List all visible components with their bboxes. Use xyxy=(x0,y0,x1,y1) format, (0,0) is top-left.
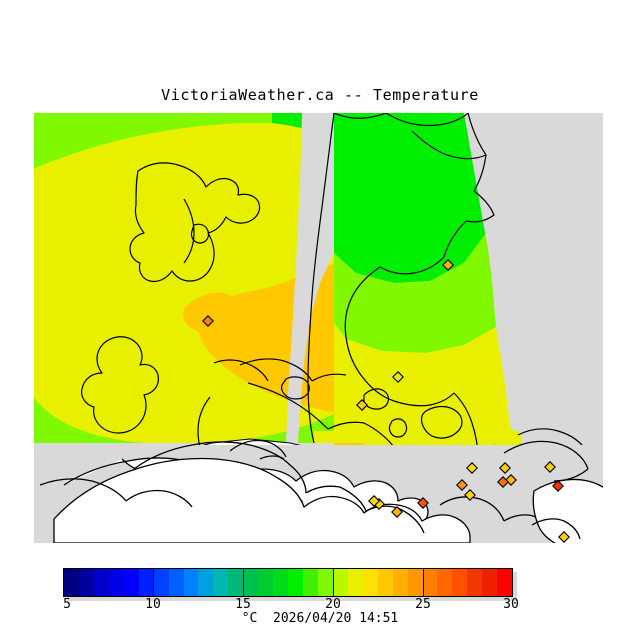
colorbar-swatch xyxy=(108,569,124,596)
colorbar-swatch xyxy=(213,569,229,596)
colorbar-swatch xyxy=(198,569,214,596)
colorbar-tick-label: 15 xyxy=(235,597,251,612)
colorbar-swatches xyxy=(63,568,513,597)
colorbar-caption: °C 2026/04/20 14:51 xyxy=(241,611,399,626)
bottom-landmass-group xyxy=(53,457,603,543)
colorbar-swatch xyxy=(153,569,169,596)
colorbar-swatch xyxy=(78,569,94,596)
bottom-landmass-2 xyxy=(53,457,471,543)
station-marker[interactable] xyxy=(544,461,556,473)
colorbar-swatch xyxy=(437,569,453,596)
bottom-landmass-3 xyxy=(532,478,603,543)
colorbar-swatch xyxy=(228,569,244,596)
colorbar-separator xyxy=(153,568,154,597)
colorbar-swatch xyxy=(497,569,513,596)
landmask-centre xyxy=(286,113,334,443)
station-marker[interactable] xyxy=(499,462,511,474)
colorbar-tick-labels: 5 10 15 20 25 30 xyxy=(0,597,640,613)
colorbar-swatch xyxy=(362,569,378,596)
colorbar-swatch xyxy=(183,569,199,596)
station-marker[interactable] xyxy=(356,399,368,411)
colorbar-swatch xyxy=(288,569,303,596)
station-marker[interactable] xyxy=(466,462,478,474)
station-marker[interactable] xyxy=(456,479,468,491)
station-marker[interactable] xyxy=(497,476,509,488)
colorbar xyxy=(63,568,517,601)
colorbar-swatch xyxy=(317,569,333,596)
station-marker[interactable] xyxy=(552,480,564,492)
colorbar-swatch xyxy=(392,569,408,596)
station-marker[interactable] xyxy=(505,474,517,486)
field-band-19-north xyxy=(334,113,486,283)
colorbar-tick-label: 10 xyxy=(145,597,161,612)
bottom-coastline-group xyxy=(39,439,589,540)
field-band-24-core xyxy=(182,292,244,335)
map-canvas[interactable] xyxy=(34,113,603,543)
colorbar-swatch xyxy=(258,569,274,596)
map-panel[interactable] xyxy=(34,113,603,543)
colorbar-tick-label: 30 xyxy=(503,597,519,612)
station-marker[interactable] xyxy=(442,259,454,271)
station-marker[interactable] xyxy=(558,531,570,543)
station-marker[interactable] xyxy=(417,497,429,509)
temperature-field xyxy=(34,113,603,543)
colorbar-swatch xyxy=(482,569,498,596)
colorbar-swatch xyxy=(64,569,79,596)
colorbar-swatch xyxy=(332,569,348,596)
colorbar-tick-label: 5 xyxy=(63,597,71,612)
station-marker[interactable] xyxy=(368,495,380,507)
colorbar-swatch xyxy=(407,569,423,596)
station-marker[interactable] xyxy=(392,371,404,383)
field-band-22-north xyxy=(334,323,520,443)
colorbar-swatch xyxy=(422,569,438,596)
station-marker[interactable] xyxy=(464,489,476,501)
page-title: VictoriaWeather.ca -- Temperature xyxy=(161,86,479,104)
colorbar-swatch xyxy=(377,569,393,596)
colorbar-swatch xyxy=(273,569,289,596)
colorbar-swatch xyxy=(138,569,154,596)
colorbar-swatch xyxy=(452,569,468,596)
field-band-20-north xyxy=(334,233,496,353)
colorbar-swatch xyxy=(123,569,139,596)
colorbar-swatch xyxy=(467,569,483,596)
colorbar-separator xyxy=(423,568,424,597)
colorbar-swatch xyxy=(243,569,259,596)
colorbar-swatch xyxy=(303,569,318,596)
colorbar-swatch xyxy=(168,569,184,596)
colorbar-tick-label: 25 xyxy=(415,597,431,612)
colorbar-swatch xyxy=(347,569,363,596)
station-marker[interactable] xyxy=(391,506,403,518)
colorbar-separator xyxy=(333,568,334,597)
colorbar-separator xyxy=(243,568,244,597)
colorbar-swatch xyxy=(93,569,109,596)
station-marker[interactable] xyxy=(202,315,214,327)
colorbar-tick-label: 20 xyxy=(325,597,341,612)
station-marker-group[interactable] xyxy=(202,259,603,543)
